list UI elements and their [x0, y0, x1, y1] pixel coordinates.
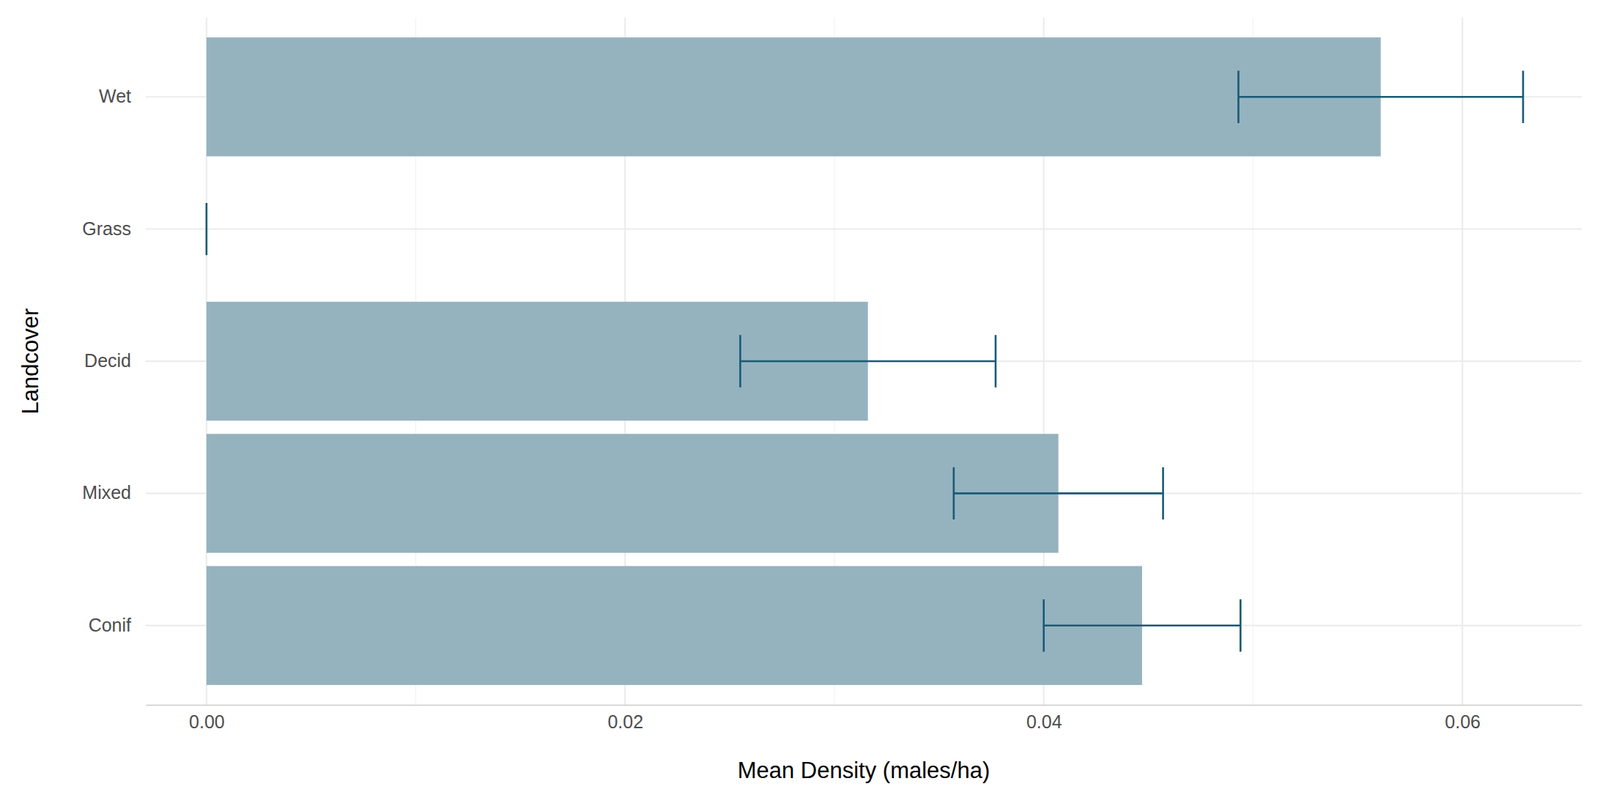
y-tick-label: Decid: [84, 350, 132, 371]
y-tick-label: Grass: [82, 218, 132, 239]
x-tick: 0.02: [607, 704, 644, 732]
grid-line: [145, 228, 1582, 231]
y-tick: Conif: [88, 614, 146, 636]
bar: [205, 169, 207, 288]
error-bar: [1043, 599, 1242, 652]
x-tick: 0.00: [189, 704, 225, 732]
x-axis-title: Mean Density (males/ha): [737, 757, 991, 784]
error-bar: [205, 202, 207, 255]
error-bar-line: [1043, 599, 1242, 652]
grid: [145, 17, 1582, 705]
plot: 0.00 0.02 0.04 0.06 Conif Mixed Decid Grass Wet: [82, 17, 1582, 732]
x-tick: 0.04: [1026, 704, 1063, 732]
error-bar-line: [739, 334, 996, 387]
x-tick-label: 0.06: [1444, 711, 1481, 732]
error-bar-line: [205, 202, 209, 255]
x-tick-label: 0.00: [189, 711, 225, 732]
x-axis: 0.00 0.02 0.04 0.06: [146, 704, 1583, 732]
error-bar: [953, 467, 1164, 520]
bar: [206, 433, 1059, 553]
y-tick-label: Mixed: [82, 482, 132, 503]
x-tick-label: 0.02: [607, 711, 644, 732]
bar: [206, 566, 1143, 685]
error-bar-line: [1238, 71, 1524, 124]
y-tick: Decid: [84, 350, 146, 371]
error-bar: [739, 334, 996, 387]
y-tick: Mixed: [82, 482, 146, 503]
error-bar: [1238, 71, 1524, 124]
y-axis-title: Landcover: [17, 308, 44, 415]
y-tick-label: Wet: [98, 85, 132, 107]
y-tick: Grass: [82, 218, 146, 239]
chart: 0.00 0.02 0.04 0.06 Conif Mixed Decid Grass Wet M…: [0, 0, 1600, 803]
y-axis: Conif Mixed Decid Grass Wet: [82, 85, 146, 636]
x-axis-line: [146, 704, 1583, 707]
x-tick: 0.06: [1444, 704, 1481, 732]
error-bar-line: [953, 467, 1164, 520]
marks: [206, 37, 1524, 685]
y-tick-label: Conif: [88, 614, 132, 636]
bar: [206, 37, 1381, 157]
y-tick: Wet: [98, 85, 146, 107]
x-tick-label: 0.04: [1026, 711, 1063, 732]
